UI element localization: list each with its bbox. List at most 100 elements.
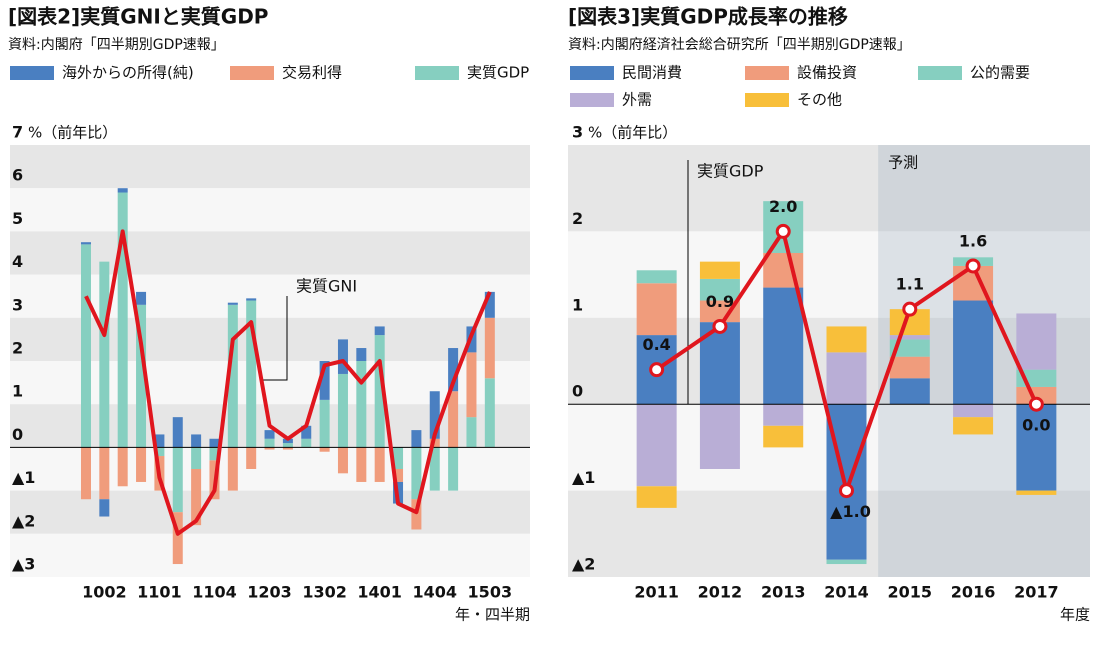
bar-segment xyxy=(484,317,495,379)
line-label: 実質GDP xyxy=(697,162,764,181)
legend-swatch xyxy=(745,93,789,107)
x-tick-label: 2015 xyxy=(888,583,933,602)
legend-label: その他 xyxy=(797,91,842,109)
bar-segment xyxy=(411,499,422,530)
line-point xyxy=(839,483,854,499)
data-label: 2.0 xyxy=(769,197,797,216)
forecast-label: 予測 xyxy=(888,154,918,172)
bar-segment xyxy=(227,447,238,491)
bar-segment xyxy=(209,438,220,448)
x-tick-label: 1503 xyxy=(468,583,513,602)
x-tick-label: 2012 xyxy=(698,583,743,602)
x-tick-label: 1401 xyxy=(357,583,402,602)
bar-segment xyxy=(246,300,257,448)
bar-segment xyxy=(356,348,367,361)
bar-segment xyxy=(99,499,110,517)
data-label: 0.0 xyxy=(1022,416,1050,435)
bar-segment xyxy=(246,298,257,301)
bar-segment xyxy=(117,188,128,193)
y-tick-label: 0 xyxy=(12,425,23,444)
bar-segment xyxy=(356,447,367,482)
legend-swatch xyxy=(415,66,459,80)
legend-swatch xyxy=(570,93,614,107)
y-unit: %（前年比） xyxy=(28,124,117,142)
line-point xyxy=(1028,396,1044,412)
line xyxy=(84,229,492,536)
x-tick-label: 2017 xyxy=(1014,583,1059,602)
x-tick-label: 1203 xyxy=(247,583,292,602)
grid-band xyxy=(10,145,530,189)
chart-title: [図表3]実質GDP成長率の推移 xyxy=(568,5,848,29)
bar-segment xyxy=(227,304,238,448)
bar-segment xyxy=(953,404,994,418)
y-tick-label: 6 xyxy=(12,166,23,185)
bar-segment xyxy=(1016,386,1057,405)
bar-segment xyxy=(889,335,930,340)
y-tick-label: ▲2 xyxy=(12,511,35,530)
bar-segment xyxy=(889,378,930,405)
bar-segment xyxy=(191,447,202,469)
x-tick-label: 2013 xyxy=(761,583,806,602)
bar-segment xyxy=(301,438,312,448)
bar-segment xyxy=(154,434,165,448)
x-tick-label: 1302 xyxy=(302,583,347,602)
legend-label: 民間消費 xyxy=(622,64,682,82)
data-label: 1.1 xyxy=(896,275,924,294)
y-tick-label: 0 xyxy=(572,382,583,401)
y-tick-label: 7 xyxy=(12,123,23,142)
bar-segment xyxy=(393,447,404,469)
bar-segment xyxy=(636,270,677,284)
y-tick-label: ▲2 xyxy=(572,555,595,574)
bar-segment xyxy=(117,192,128,448)
bar-segment xyxy=(484,378,495,448)
bar-segment xyxy=(393,469,404,482)
bar-segment xyxy=(763,287,804,405)
y-tick-label: 2 xyxy=(12,339,23,358)
bar-segment xyxy=(448,391,459,448)
bar-segment xyxy=(1016,404,1057,491)
bar-segment xyxy=(80,242,91,245)
legend-label: 設備投資 xyxy=(797,64,857,82)
data-label: 0.4 xyxy=(642,335,670,354)
bar-segment xyxy=(448,447,459,491)
x-tick-label: 1002 xyxy=(82,583,127,602)
bar-segment xyxy=(429,391,440,439)
legend-label: 公的需要 xyxy=(970,64,1030,82)
bar-segment xyxy=(264,438,275,448)
x-tick-label: 2011 xyxy=(634,583,679,602)
bar-segment xyxy=(264,447,275,450)
bar-segment xyxy=(699,300,740,323)
y-tick-label: 1 xyxy=(12,382,23,401)
grid-band xyxy=(10,317,530,361)
bar-segment xyxy=(826,559,867,565)
bar-segment xyxy=(99,261,110,448)
y-tick-label: 2 xyxy=(572,209,583,228)
legend-label: 海外からの所得(純) xyxy=(62,64,194,82)
bar-segment xyxy=(636,486,677,508)
legend-label: 外需 xyxy=(622,91,652,109)
bar-segment xyxy=(1016,313,1057,370)
source: 資料:内閣府経済社会総合研究所「四半期別GDP速報」 xyxy=(568,37,911,53)
bar-segment xyxy=(136,447,147,482)
line-point xyxy=(902,301,918,317)
grid-band xyxy=(10,447,530,491)
bar-segment xyxy=(826,326,867,353)
bar-segment xyxy=(246,447,257,469)
bar-segment xyxy=(209,447,220,461)
bar-segment xyxy=(411,447,422,500)
bar-segment xyxy=(136,291,147,305)
bar-segment xyxy=(172,417,183,448)
bar-segment xyxy=(136,304,147,448)
bar-segment xyxy=(154,447,165,457)
bar-segment xyxy=(699,278,740,301)
grid-band xyxy=(10,188,530,232)
source: 資料:内閣府「四半期別GDP速報」 xyxy=(8,37,225,53)
data-label: 1.6 xyxy=(959,231,987,250)
y-tick-label: 3 xyxy=(12,295,23,314)
bar-segment xyxy=(1016,490,1057,495)
y-tick-label: 3 xyxy=(572,123,583,142)
bar-segment xyxy=(953,417,994,435)
y-tick-label: ▲1 xyxy=(572,468,595,487)
bar-segment xyxy=(429,447,440,491)
y-unit: %（前年比） xyxy=(588,124,677,142)
